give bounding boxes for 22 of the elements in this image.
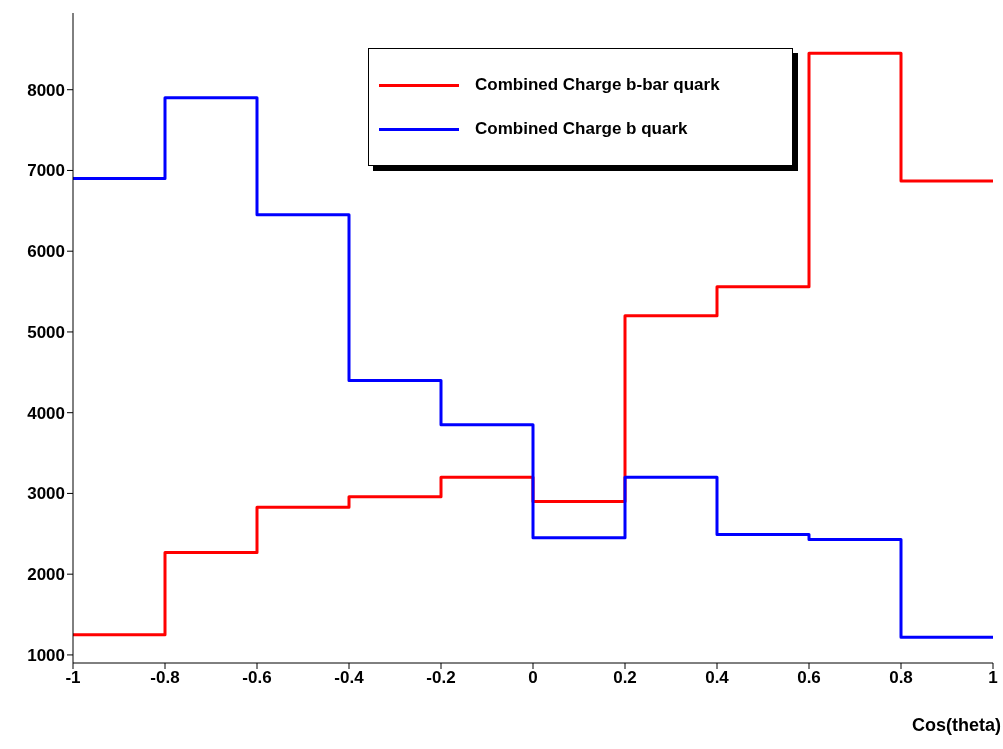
x-tick-label: -0.6 [242, 668, 272, 688]
legend-label: Combined Charge b-bar quark [475, 75, 720, 95]
y-tick-label: 7000 [27, 161, 65, 181]
y-tick-label: 1000 [27, 645, 65, 665]
y-tick-label: 3000 [27, 484, 65, 504]
y-tick-label: 2000 [27, 565, 65, 585]
x-tick-label: 0.8 [889, 668, 913, 688]
x-tick-label: 0.2 [613, 668, 637, 688]
x-tick-label: 0.4 [705, 668, 730, 688]
x-tick-label: -1 [65, 668, 81, 688]
y-tick-label: 4000 [27, 403, 65, 423]
y-tick-label: 8000 [27, 80, 65, 100]
x-tick-label: -0.2 [426, 668, 456, 688]
x-tick-label: 0 [528, 668, 538, 688]
x-axis-title: Cos(theta) [912, 715, 1001, 736]
y-tick-label: 6000 [27, 242, 65, 262]
x-tick-label: -0.8 [150, 668, 180, 688]
x-tick-label: 1 [988, 668, 998, 688]
x-tick-label: 0.6 [797, 668, 821, 688]
y-tick-label: 5000 [27, 322, 65, 342]
x-tick-label: -0.4 [334, 668, 365, 688]
legend-label: Combined Charge b quark [475, 119, 688, 139]
